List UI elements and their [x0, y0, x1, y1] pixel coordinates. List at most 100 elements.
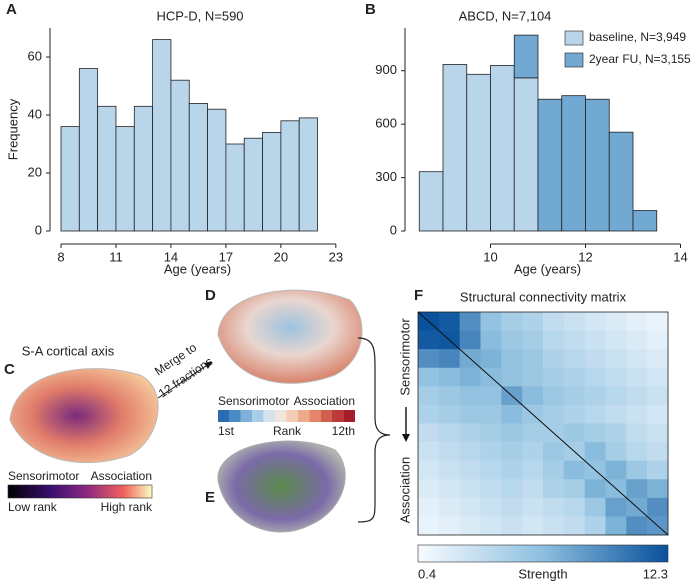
- heatmap-cell: [418, 404, 440, 424]
- heatmap-cell: [605, 497, 627, 517]
- legend-label: baseline, N=3,949: [589, 30, 686, 44]
- heatmap-cell: [543, 367, 565, 387]
- bar: [262, 131, 282, 232]
- heatmap-cell: [647, 460, 669, 480]
- heatmap-cell: [543, 460, 565, 480]
- brace: [357, 337, 391, 523]
- x-tick-label: 17: [219, 249, 233, 264]
- heatmap-cell: [459, 330, 481, 350]
- heatmap-cell: [626, 479, 648, 499]
- heatmap-cell: [605, 516, 627, 536]
- colorbar-label: Low rank: [8, 500, 58, 514]
- y-tick-label: 600: [375, 116, 397, 131]
- x-tick-label: 8: [57, 249, 64, 264]
- heatmap-cell: [584, 497, 606, 517]
- colorbar: [417, 544, 669, 563]
- heatmap-cell: [480, 497, 502, 517]
- heatmap-cell: [584, 423, 606, 443]
- x-tick-label: 12: [578, 249, 592, 264]
- bar: [280, 120, 300, 232]
- colorbar-label: High rank: [101, 500, 153, 514]
- heatmap-cell: [647, 423, 669, 443]
- bar: [466, 73, 491, 232]
- x-tick-label: 20: [274, 249, 288, 264]
- colorbar-label: Association: [91, 469, 152, 483]
- heatmap-cell: [626, 330, 648, 350]
- heatmap-cell: [438, 497, 460, 517]
- heatmap-cell: [418, 386, 440, 406]
- brain-image: [9, 368, 159, 464]
- heatmap-cell: [522, 460, 544, 480]
- colorbar-label: Rank: [273, 424, 302, 438]
- bar: [442, 64, 468, 232]
- heatmap-cell: [459, 442, 481, 461]
- bar: [60, 126, 80, 232]
- heatmap-cell: [418, 349, 440, 369]
- heatmap-cell: [647, 312, 669, 331]
- heatmap-cell: [543, 312, 565, 331]
- heatmap-cell: [480, 349, 502, 369]
- heatmap-cell: [584, 312, 606, 331]
- bar: [418, 171, 444, 232]
- colorbar-min: 0.4: [418, 566, 436, 581]
- colorbar-label: Sensorimotor: [8, 469, 79, 483]
- y-start-label: Sensorimotor: [397, 318, 412, 396]
- heatmap-cell: [543, 330, 565, 350]
- x-axis-label: Age (years): [514, 261, 581, 276]
- heatmap-cell: [438, 516, 460, 536]
- heatmap-cell: [626, 367, 648, 387]
- colorbar: [7, 484, 153, 499]
- heatmap-cell: [522, 367, 544, 387]
- heatmap-cell: [418, 497, 440, 517]
- panel-letter: D: [205, 287, 216, 304]
- heatmap-cell: [438, 367, 460, 387]
- heatmap-cell: [418, 516, 440, 536]
- heatmap-cell: [605, 460, 627, 480]
- heatmap-cell: [563, 349, 585, 369]
- heatmap-cell: [626, 312, 648, 331]
- heatmap-cell: [563, 404, 585, 424]
- heatmap-cell: [605, 312, 627, 331]
- heatmap-cell: [459, 479, 481, 499]
- heatmap-cell: [480, 404, 502, 424]
- heatmap-cell: [563, 497, 585, 517]
- heatmap-cell: [459, 516, 481, 536]
- heatmap-cell: [584, 349, 606, 369]
- heatmap-cell: [543, 442, 565, 461]
- panel-letter: C: [4, 361, 15, 378]
- heatmap-cell: [543, 404, 565, 424]
- heatmap-cell: [647, 442, 669, 461]
- heatmap-cell: [626, 349, 648, 369]
- heatmap-cell: [584, 386, 606, 406]
- bar: [225, 143, 245, 232]
- heatmap-cell: [438, 460, 460, 480]
- bar: [513, 77, 539, 232]
- heatmap-cell: [501, 312, 523, 331]
- panel-title: S-A cortical axis: [22, 343, 115, 358]
- heatmap-cell: [543, 349, 565, 369]
- heatmap-cell: [418, 423, 440, 443]
- tractography-image: [217, 440, 346, 533]
- heatmap-cell: [626, 386, 648, 406]
- heatmap-cell: [647, 330, 669, 350]
- heatmap-cell: [459, 497, 481, 517]
- heatmap-cell: [418, 330, 440, 350]
- heatmap-cell: [459, 312, 481, 331]
- heatmap-cell: [522, 497, 544, 517]
- bar: [170, 79, 190, 232]
- heatmap-cell: [584, 330, 606, 350]
- heatmap-cell: [584, 516, 606, 536]
- bar: [561, 95, 586, 232]
- heatmap-cell: [626, 460, 648, 480]
- bar: [298, 117, 318, 232]
- heatmap-cell: [522, 442, 544, 461]
- heatmap-cell: [584, 479, 606, 499]
- bar: [608, 131, 634, 232]
- panel-letter: F: [414, 287, 423, 304]
- heatmap-cell: [522, 423, 544, 443]
- heatmap-cell: [459, 423, 481, 443]
- bar: [490, 64, 515, 232]
- heatmap-cell: [480, 460, 502, 480]
- heatmap-cell: [480, 386, 502, 406]
